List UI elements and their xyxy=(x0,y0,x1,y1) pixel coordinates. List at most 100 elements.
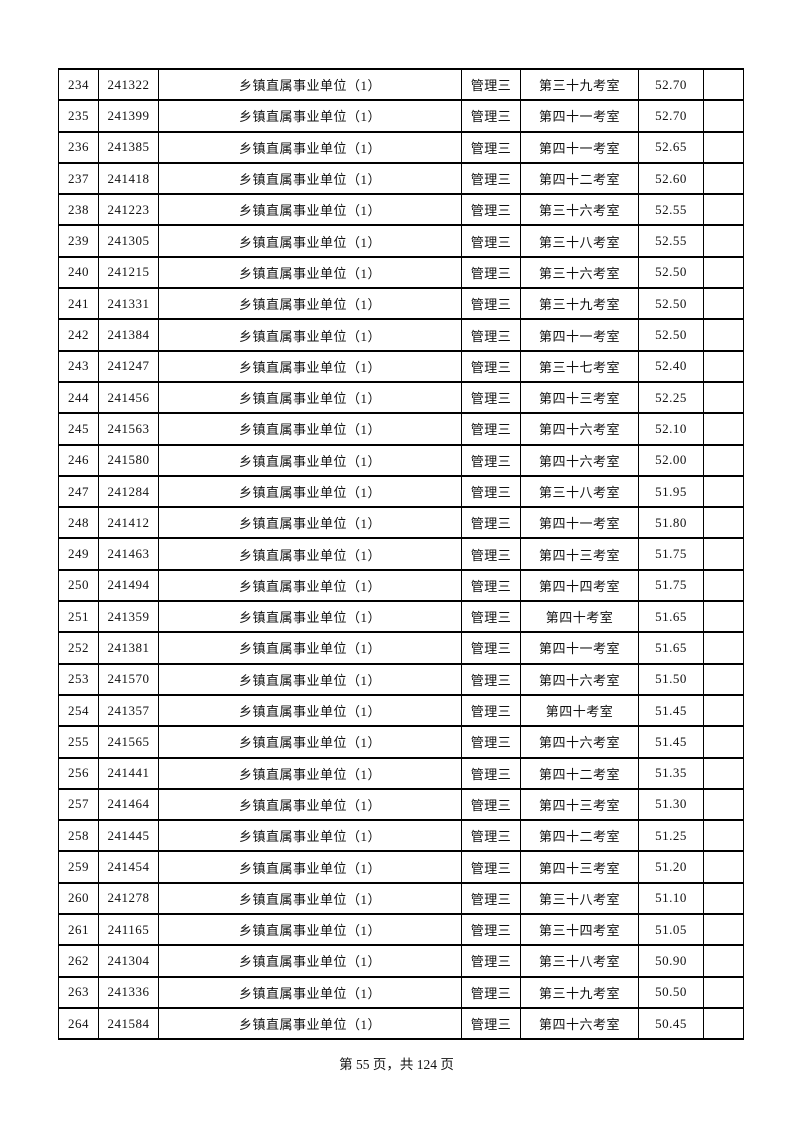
cell-exam-category: 管理三 xyxy=(461,787,521,822)
cell-position-unit: 乡镇直属事业单位（1） xyxy=(158,693,462,728)
cell-rank-number: 259 xyxy=(58,850,99,884)
cell-rank-number: 247 xyxy=(58,474,99,509)
table-row: 264 241584 乡镇直属事业单位（1） 管理三 第四十六考室 50.45 xyxy=(58,1006,744,1041)
cell-score: 51.20 xyxy=(638,850,704,884)
table-row: 235 241399 乡镇直属事业单位（1） 管理三 第四十一考室 52.70 xyxy=(58,99,744,133)
cell-rank-number: 256 xyxy=(58,756,99,790)
cell-exam-category: 管理三 xyxy=(461,850,521,884)
cell-rank-number: 252 xyxy=(58,631,99,665)
cell-rank-number: 249 xyxy=(58,537,99,571)
cell-rank-number: 243 xyxy=(58,349,99,383)
cell-exam-category: 管理三 xyxy=(461,474,521,509)
cell-position-unit: 乡镇直属事业单位（1） xyxy=(158,99,462,133)
cell-remark xyxy=(703,1006,744,1041)
cell-score: 52.50 xyxy=(638,287,704,321)
cell-candidate-id: 241399 xyxy=(98,99,159,133)
cell-position-unit: 乡镇直属事业单位（1） xyxy=(158,881,462,916)
cell-exam-category: 管理三 xyxy=(461,287,521,321)
cell-score: 51.75 xyxy=(638,537,704,571)
cell-remark xyxy=(703,224,744,258)
cell-exam-room: 第四十二考室 xyxy=(520,756,639,790)
cell-remark xyxy=(703,380,744,415)
cell-exam-room: 第四十一考室 xyxy=(520,506,639,540)
cell-score: 51.65 xyxy=(638,600,704,634)
cell-exam-room: 第四十一考室 xyxy=(520,99,639,133)
cell-candidate-id: 241584 xyxy=(98,1006,159,1041)
cell-score: 52.40 xyxy=(638,349,704,383)
cell-score: 51.05 xyxy=(638,913,704,947)
cell-exam-category: 管理三 xyxy=(461,819,521,853)
cell-rank-number: 248 xyxy=(58,506,99,540)
cell-score: 51.50 xyxy=(638,662,704,696)
table-row: 246 241580 乡镇直属事业单位（1） 管理三 第四十六考室 52.00 xyxy=(58,443,744,477)
table-row: 254 241357 乡镇直属事业单位（1） 管理三 第四十考室 51.45 xyxy=(58,693,744,728)
cell-exam-category: 管理三 xyxy=(461,600,521,634)
cell-candidate-id: 241322 xyxy=(98,67,159,102)
cell-score: 51.25 xyxy=(638,819,704,853)
cell-position-unit: 乡镇直属事业单位（1） xyxy=(158,662,462,696)
cell-position-unit: 乡镇直属事业单位（1） xyxy=(158,130,462,164)
cell-remark xyxy=(703,819,744,853)
cell-position-unit: 乡镇直属事业单位（1） xyxy=(158,631,462,665)
table-row: 259 241454 乡镇直属事业单位（1） 管理三 第四十三考室 51.20 xyxy=(58,850,744,884)
cell-exam-room: 第四十三考室 xyxy=(520,537,639,571)
cell-exam-category: 管理三 xyxy=(461,255,521,290)
cell-position-unit: 乡镇直属事业单位（1） xyxy=(158,913,462,947)
table-row: 261 241165 乡镇直属事业单位（1） 管理三 第三十四考室 51.05 xyxy=(58,913,744,947)
cell-exam-category: 管理三 xyxy=(461,568,521,603)
cell-remark xyxy=(703,631,744,665)
table-row: 252 241381 乡镇直属事业单位（1） 管理三 第四十一考室 51.65 xyxy=(58,631,744,665)
cell-candidate-id: 241385 xyxy=(98,130,159,164)
cell-rank-number: 254 xyxy=(58,693,99,728)
cell-exam-room: 第四十一考室 xyxy=(520,130,639,164)
cell-candidate-id: 241441 xyxy=(98,756,159,790)
cell-candidate-id: 241215 xyxy=(98,255,159,290)
cell-score: 51.30 xyxy=(638,787,704,822)
cell-position-unit: 乡镇直属事业单位（1） xyxy=(158,161,462,196)
cell-exam-room: 第四十六考室 xyxy=(520,662,639,696)
cell-score: 50.90 xyxy=(638,944,704,978)
cell-candidate-id: 241454 xyxy=(98,850,159,884)
cell-exam-room: 第四十六考室 xyxy=(520,412,639,446)
cell-rank-number: 246 xyxy=(58,443,99,477)
cell-exam-room: 第四十六考室 xyxy=(520,1006,639,1041)
cell-score: 52.70 xyxy=(638,67,704,102)
cell-remark xyxy=(703,99,744,133)
cell-score: 52.55 xyxy=(638,193,704,227)
table-row: 240 241215 乡镇直属事业单位（1） 管理三 第三十六考室 52.50 xyxy=(58,255,744,290)
cell-position-unit: 乡镇直属事业单位（1） xyxy=(158,600,462,634)
cell-score: 52.55 xyxy=(638,224,704,258)
table-row: 256 241441 乡镇直属事业单位（1） 管理三 第四十二考室 51.35 xyxy=(58,756,744,790)
table-row: 258 241445 乡镇直属事业单位（1） 管理三 第四十二考室 51.25 xyxy=(58,819,744,853)
cell-rank-number: 239 xyxy=(58,224,99,258)
cell-exam-category: 管理三 xyxy=(461,193,521,227)
cell-remark xyxy=(703,349,744,383)
cell-score: 52.65 xyxy=(638,130,704,164)
cell-remark xyxy=(703,537,744,571)
cell-exam-category: 管理三 xyxy=(461,443,521,477)
cell-exam-room: 第三十七考室 xyxy=(520,349,639,383)
cell-score: 51.95 xyxy=(638,474,704,509)
cell-candidate-id: 241336 xyxy=(98,975,159,1009)
cell-exam-category: 管理三 xyxy=(461,99,521,133)
cell-rank-number: 241 xyxy=(58,287,99,321)
cell-position-unit: 乡镇直属事业单位（1） xyxy=(158,756,462,790)
cell-candidate-id: 241565 xyxy=(98,725,159,759)
cell-rank-number: 251 xyxy=(58,600,99,634)
cell-candidate-id: 241494 xyxy=(98,568,159,603)
cell-position-unit: 乡镇直属事业单位（1） xyxy=(158,67,462,102)
cell-remark xyxy=(703,193,744,227)
cell-remark xyxy=(703,287,744,321)
cell-position-unit: 乡镇直属事业单位（1） xyxy=(158,224,462,258)
cell-candidate-id: 241331 xyxy=(98,287,159,321)
cell-score: 52.25 xyxy=(638,380,704,415)
table-row: 241 241331 乡镇直属事业单位（1） 管理三 第三十九考室 52.50 xyxy=(58,287,744,321)
cell-remark xyxy=(703,600,744,634)
cell-candidate-id: 241463 xyxy=(98,537,159,571)
cell-score: 50.45 xyxy=(638,1006,704,1041)
table-row: 242 241384 乡镇直属事业单位（1） 管理三 第四十一考室 52.50 xyxy=(58,318,744,352)
cell-position-unit: 乡镇直属事业单位（1） xyxy=(158,944,462,978)
cell-exam-room: 第三十八考室 xyxy=(520,944,639,978)
cell-rank-number: 258 xyxy=(58,819,99,853)
